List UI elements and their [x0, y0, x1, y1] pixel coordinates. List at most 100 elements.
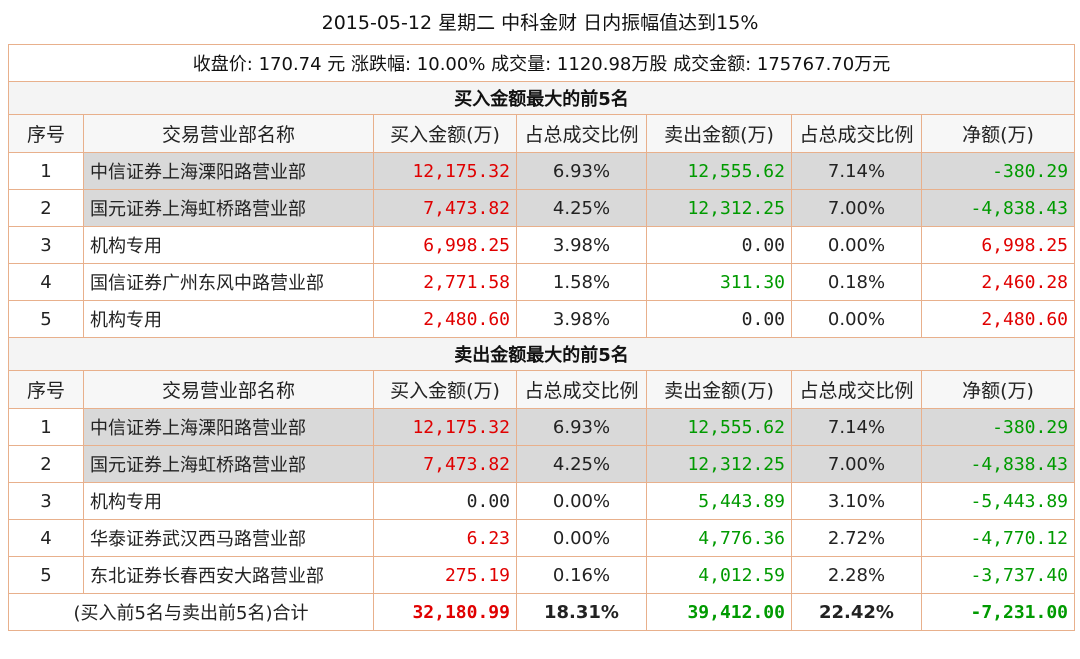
cell-buy: 7,473.82: [373, 189, 517, 227]
cell-sell: 311.30: [646, 263, 792, 301]
cell-buy_pct: 0.16%: [516, 556, 647, 594]
cell-net: -4,770.12: [920, 519, 1076, 557]
cell-no: 5: [8, 300, 84, 338]
cell-net: -3,737.40: [920, 556, 1076, 594]
cell-net: 2,460.28: [920, 263, 1076, 301]
cell-name: 国元证券上海虹桥路营业部: [83, 445, 374, 483]
cell-no: 1: [8, 408, 84, 446]
cell-buy_pct: 0.00%: [516, 519, 647, 557]
cell-sell_pct: 7.14%: [791, 152, 922, 190]
cell-sell: 0.00: [646, 300, 792, 338]
cell-sell: 0.00: [646, 226, 792, 264]
table-row: 3 机构专用 6,998.25 3.98% 0.00 0.00% 6,998.25: [8, 226, 1076, 264]
cell-name: 国元证券上海虹桥路营业部: [83, 189, 374, 227]
cell-no: 2: [8, 445, 84, 483]
table-row: 1 中信证券上海溧阳路营业部 12,175.32 6.93% 12,555.62 7.14…: [8, 152, 1076, 190]
buy-section-header-6: 净额(万): [920, 114, 1076, 153]
dragon-tiger-table: 收盘价: 170.74 元 涨跌幅: 10.00% 成交量: 1120.98万股…: [7, 44, 1076, 631]
cell-name: 机构专用: [83, 226, 374, 264]
cell-sell_pct: 2.28%: [791, 556, 922, 594]
cell-no: 2: [8, 189, 84, 227]
sell-section-header-3: 占总成交比例: [516, 370, 647, 409]
buy-section-header-1: 交易营业部名称: [83, 114, 374, 153]
page-title: 2015-05-12 星期二 中科金财 日内振幅值达到15%: [321, 12, 759, 34]
buy-section-title: 买入金额最大的前5名: [7, 81, 1076, 115]
cell-buy: 7,473.82: [373, 445, 517, 483]
cell-net: -5,443.89: [920, 482, 1076, 520]
cell-sell_pct: 3.10%: [791, 482, 922, 520]
cell-buy: 6,998.25: [373, 226, 517, 264]
cell-buy_pct: 0.00%: [516, 482, 647, 520]
cell-sell_pct: 2.72%: [791, 519, 922, 557]
cell-net: -4,838.43: [920, 445, 1076, 483]
cell-net: 2,480.60: [920, 300, 1076, 338]
sell-section-header-4: 卖出金额(万): [646, 370, 792, 409]
cell-buy: 275.19: [373, 556, 517, 594]
buy-section-header-4: 卖出金额(万): [646, 114, 792, 153]
sell-section-header-0: 序号: [8, 370, 84, 409]
cell-buy_pct: 3.98%: [516, 226, 647, 264]
sell-section-header-5: 占总成交比例: [791, 370, 922, 409]
table-row: 1 中信证券上海溧阳路营业部 12,175.32 6.93% 12,555.62 7.14…: [8, 408, 1076, 446]
sell-section-header-6: 净额(万): [920, 370, 1076, 409]
cell-buy_pct: 6.93%: [516, 152, 647, 190]
cell-buy_pct: 3.98%: [516, 300, 647, 338]
cell-name: 华泰证券武汉西马路营业部: [83, 519, 374, 557]
summary-info: 收盘价: 170.74 元 涨跌幅: 10.00% 成交量: 1120.98万股…: [7, 44, 1076, 82]
cell-buy: 12,175.32: [373, 152, 517, 190]
cell-buy: 2,771.58: [373, 263, 517, 301]
cell-buy: 6.23: [373, 519, 517, 557]
cell-no: 5: [8, 556, 84, 594]
cell-buy_pct: 4.25%: [516, 189, 647, 227]
table-row: 5 机构专用 2,480.60 3.98% 0.00 0.00% 2,480.60: [8, 300, 1076, 338]
total-buy-pct: 18.31%: [516, 593, 647, 631]
cell-net: -380.29: [920, 152, 1076, 190]
table-row: 4 华泰证券武汉西马路营业部 6.23 0.00% 4,776.36 2.72% -4,77…: [8, 519, 1076, 557]
cell-net: 6,998.25: [920, 226, 1076, 264]
cell-buy_pct: 4.25%: [516, 445, 647, 483]
sell-section-title: 卖出金额最大的前5名: [7, 337, 1076, 371]
cell-name: 机构专用: [83, 300, 374, 338]
table-row: 2 国元证券上海虹桥路营业部 7,473.82 4.25% 12,312.25 7.00%…: [8, 445, 1076, 483]
cell-no: 4: [8, 519, 84, 557]
cell-buy_pct: 1.58%: [516, 263, 647, 301]
cell-buy_pct: 6.93%: [516, 408, 647, 446]
buy-section-header-2: 买入金额(万): [373, 114, 517, 153]
total-net: -7,231.00: [920, 593, 1076, 631]
table-row: 2 国元证券上海虹桥路营业部 7,473.82 4.25% 12,312.25 7.00%…: [8, 189, 1076, 227]
cell-name: 中信证券上海溧阳路营业部: [83, 408, 374, 446]
cell-sell_pct: 7.14%: [791, 408, 922, 446]
cell-sell: 4,012.59: [646, 556, 792, 594]
cell-sell_pct: 7.00%: [791, 189, 922, 227]
total-row: (买入前5名与卖出前5名)合计 32,180.99 18.31% 39,412.00 2…: [8, 593, 1076, 631]
cell-buy: 12,175.32: [373, 408, 517, 446]
cell-sell_pct: 0.00%: [791, 226, 922, 264]
cell-no: 4: [8, 263, 84, 301]
cell-buy: 0.00: [373, 482, 517, 520]
cell-sell_pct: 0.18%: [791, 263, 922, 301]
buy-section-header-3: 占总成交比例: [516, 114, 647, 153]
cell-name: 中信证券上海溧阳路营业部: [83, 152, 374, 190]
cell-name: 东北证券长春西安大路营业部: [83, 556, 374, 594]
table-row: 5 东北证券长春西安大路营业部 275.19 0.16% 4,012.59 2.28% -3…: [8, 556, 1076, 594]
cell-buy: 2,480.60: [373, 300, 517, 338]
cell-sell: 12,555.62: [646, 152, 792, 190]
cell-no: 3: [8, 482, 84, 520]
total-buy: 32,180.99: [373, 593, 517, 631]
cell-no: 3: [8, 226, 84, 264]
cell-net: -4,838.43: [920, 189, 1076, 227]
cell-sell: 12,312.25: [646, 189, 792, 227]
cell-sell_pct: 7.00%: [791, 445, 922, 483]
cell-sell_pct: 0.00%: [791, 300, 922, 338]
table-row: 3 机构专用 0.00 0.00% 5,443.89 3.10% -5,443.89: [8, 482, 1076, 520]
cell-name: 机构专用: [83, 482, 374, 520]
sell-section-header-2: 买入金额(万): [373, 370, 517, 409]
cell-sell: 4,776.36: [646, 519, 792, 557]
total-label: (买入前5名与卖出前5名)合计: [8, 593, 374, 631]
sell-section-header-1: 交易营业部名称: [83, 370, 374, 409]
cell-sell: 12,555.62: [646, 408, 792, 446]
cell-name: 国信证券广州东风中路营业部: [83, 263, 374, 301]
cell-sell: 12,312.25: [646, 445, 792, 483]
table-row: 4 国信证券广州东风中路营业部 2,771.58 1.58% 311.30 0.18% 2,…: [8, 263, 1076, 301]
total-sell-pct: 22.42%: [791, 593, 922, 631]
